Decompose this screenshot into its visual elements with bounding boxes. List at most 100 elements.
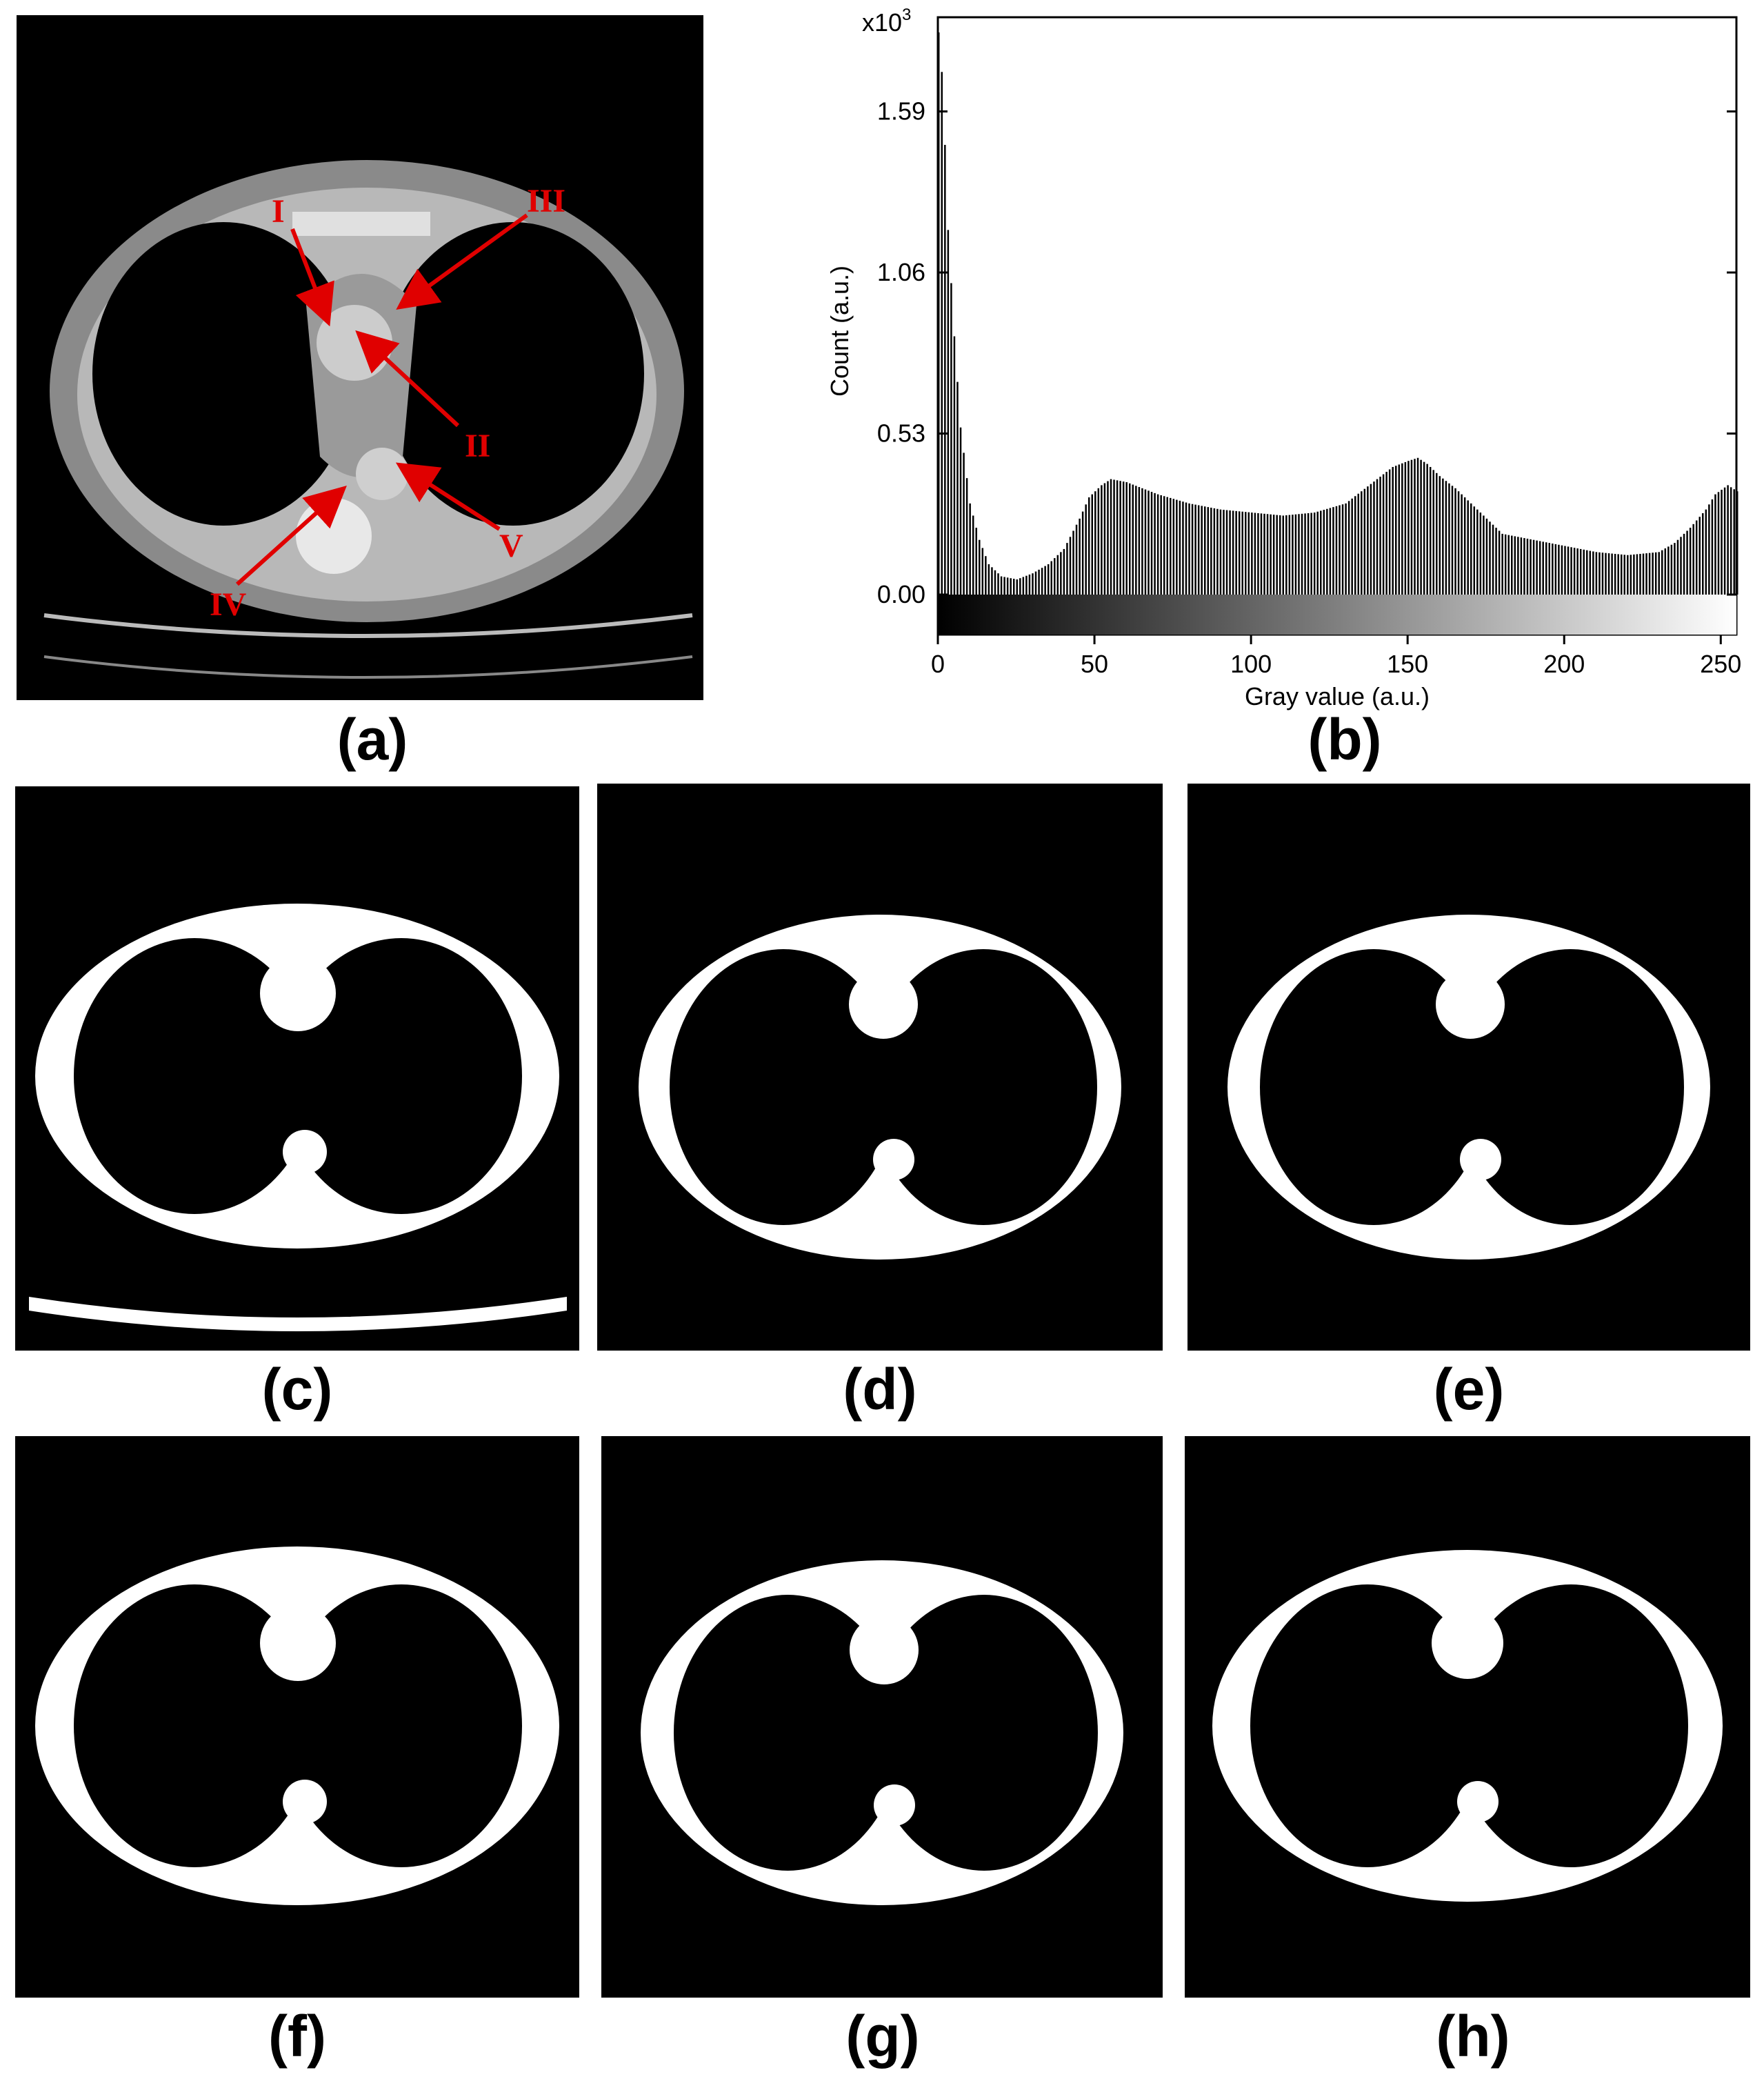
histogram-bar xyxy=(1674,543,1676,595)
histogram-bar xyxy=(1247,512,1250,595)
histogram-bar xyxy=(1216,508,1219,595)
histogram-bar xyxy=(1166,497,1168,595)
right-lung xyxy=(92,222,354,526)
histogram-bar xyxy=(1498,530,1501,595)
histogram-bar xyxy=(985,556,987,595)
histogram-bar xyxy=(1548,543,1551,595)
histogram-bar xyxy=(1633,554,1635,595)
x-tick-label: 0 xyxy=(931,650,945,678)
histogram-bar xyxy=(1401,463,1403,595)
histogram-bar xyxy=(1420,459,1422,595)
histogram-bar xyxy=(965,478,968,595)
histogram-bar xyxy=(947,230,950,595)
histogram-bar xyxy=(963,452,965,595)
panel-f-binary-image xyxy=(15,1436,579,1998)
histogram-bar xyxy=(1225,510,1228,595)
histogram-bar xyxy=(1517,537,1519,595)
histogram-bar xyxy=(1263,513,1265,595)
histogram-bar xyxy=(1664,548,1667,595)
histogram-bar xyxy=(1470,503,1472,595)
vertebra xyxy=(296,498,372,574)
label-I: I xyxy=(272,193,285,230)
histogram-bar xyxy=(1066,543,1068,595)
histogram-bar xyxy=(1429,466,1432,595)
histogram-bar xyxy=(1266,514,1269,595)
caption-h: (h) xyxy=(1436,2004,1510,2069)
histogram-bar xyxy=(1717,492,1720,595)
histogram-bar xyxy=(1323,510,1325,595)
histogram-bar xyxy=(1623,555,1626,595)
histogram-bar xyxy=(1079,518,1081,595)
histogram-bar xyxy=(1320,510,1322,595)
histogram-bar xyxy=(1683,533,1685,595)
caption-d: (d) xyxy=(843,1357,917,1422)
scanner-table xyxy=(43,613,693,638)
histogram-bar xyxy=(1276,515,1278,595)
histogram-bar xyxy=(1579,548,1582,595)
caption-c: (c) xyxy=(261,1357,333,1422)
histogram-bar xyxy=(941,72,943,595)
histogram-bar xyxy=(1332,507,1334,595)
histogram-bar xyxy=(1191,504,1194,595)
arrow-V xyxy=(395,462,501,531)
sternum xyxy=(292,212,430,236)
histogram-bar xyxy=(1511,535,1513,595)
histogram-bar xyxy=(1094,491,1096,595)
histogram-bar xyxy=(1392,466,1394,595)
histogram-bar xyxy=(1442,478,1444,595)
histogram-bar xyxy=(1285,515,1287,595)
histogram-bar xyxy=(1135,486,1137,595)
panel-c-binary-image xyxy=(15,786,579,1351)
y-tick-label: 0.53 xyxy=(877,419,925,448)
histogram-bar xyxy=(1223,510,1225,595)
histogram-bar xyxy=(1170,497,1172,595)
histogram-bar xyxy=(1041,568,1043,595)
histogram-bar xyxy=(1103,483,1106,595)
histogram-bar xyxy=(1138,487,1141,595)
histogram-bar xyxy=(1583,549,1585,595)
histogram-bar xyxy=(1251,513,1253,595)
histogram-bar xyxy=(1436,472,1438,595)
panel-g-binary-image xyxy=(601,1436,1163,1998)
histogram-bar xyxy=(1595,552,1598,595)
grayscale-bar xyxy=(938,595,1736,635)
histogram-bar xyxy=(1294,514,1297,595)
histogram-bar xyxy=(953,336,956,595)
histogram-bar xyxy=(950,283,952,595)
histogram-bar xyxy=(1448,483,1450,595)
histogram-bar xyxy=(1185,502,1187,595)
left-lung xyxy=(382,222,644,526)
histogram-bar xyxy=(956,381,959,595)
histogram-bar xyxy=(1056,555,1059,595)
histogram-bar xyxy=(1630,555,1632,595)
x-axis-ticks: 0 50 100 150 200 250 xyxy=(931,635,1741,678)
y-multiplier-label: x103 xyxy=(862,6,911,37)
caption-g: (g) xyxy=(845,2004,920,2069)
histogram-bar xyxy=(1530,539,1532,595)
histogram-bar xyxy=(1708,504,1710,595)
histogram-bar xyxy=(1645,553,1647,595)
histogram-bar xyxy=(1714,494,1716,595)
histogram-bar xyxy=(1034,571,1037,595)
histogram-bar xyxy=(1489,521,1491,595)
histogram-bar xyxy=(1492,524,1494,595)
histogram-bar xyxy=(1363,488,1366,595)
histogram-bar xyxy=(1235,510,1237,595)
histogram-bar xyxy=(1485,518,1488,595)
histogram-bar xyxy=(1567,546,1570,595)
histogram-bar xyxy=(1072,530,1074,595)
histogram-bar xyxy=(1354,496,1356,595)
panel-b-histogram: 0.00 0.53 1.06 1.59 0 50 100 150 200 250 x103 Co… xyxy=(800,0,1764,759)
segmented-image-f xyxy=(35,1546,559,1905)
x-tick-label: 250 xyxy=(1700,650,1741,678)
histogram-bar xyxy=(1022,577,1025,595)
histogram-bar xyxy=(1736,491,1738,595)
histogram-bar xyxy=(1232,510,1234,595)
histogram-bar xyxy=(1423,461,1425,595)
histogram-bar xyxy=(1341,504,1344,595)
histogram-bar xyxy=(1711,499,1714,595)
histogram-bar xyxy=(1467,500,1469,595)
histogram-bar xyxy=(1219,509,1222,595)
caption-b: (b) xyxy=(1307,707,1382,772)
y-tick-label: 0.00 xyxy=(877,580,925,608)
